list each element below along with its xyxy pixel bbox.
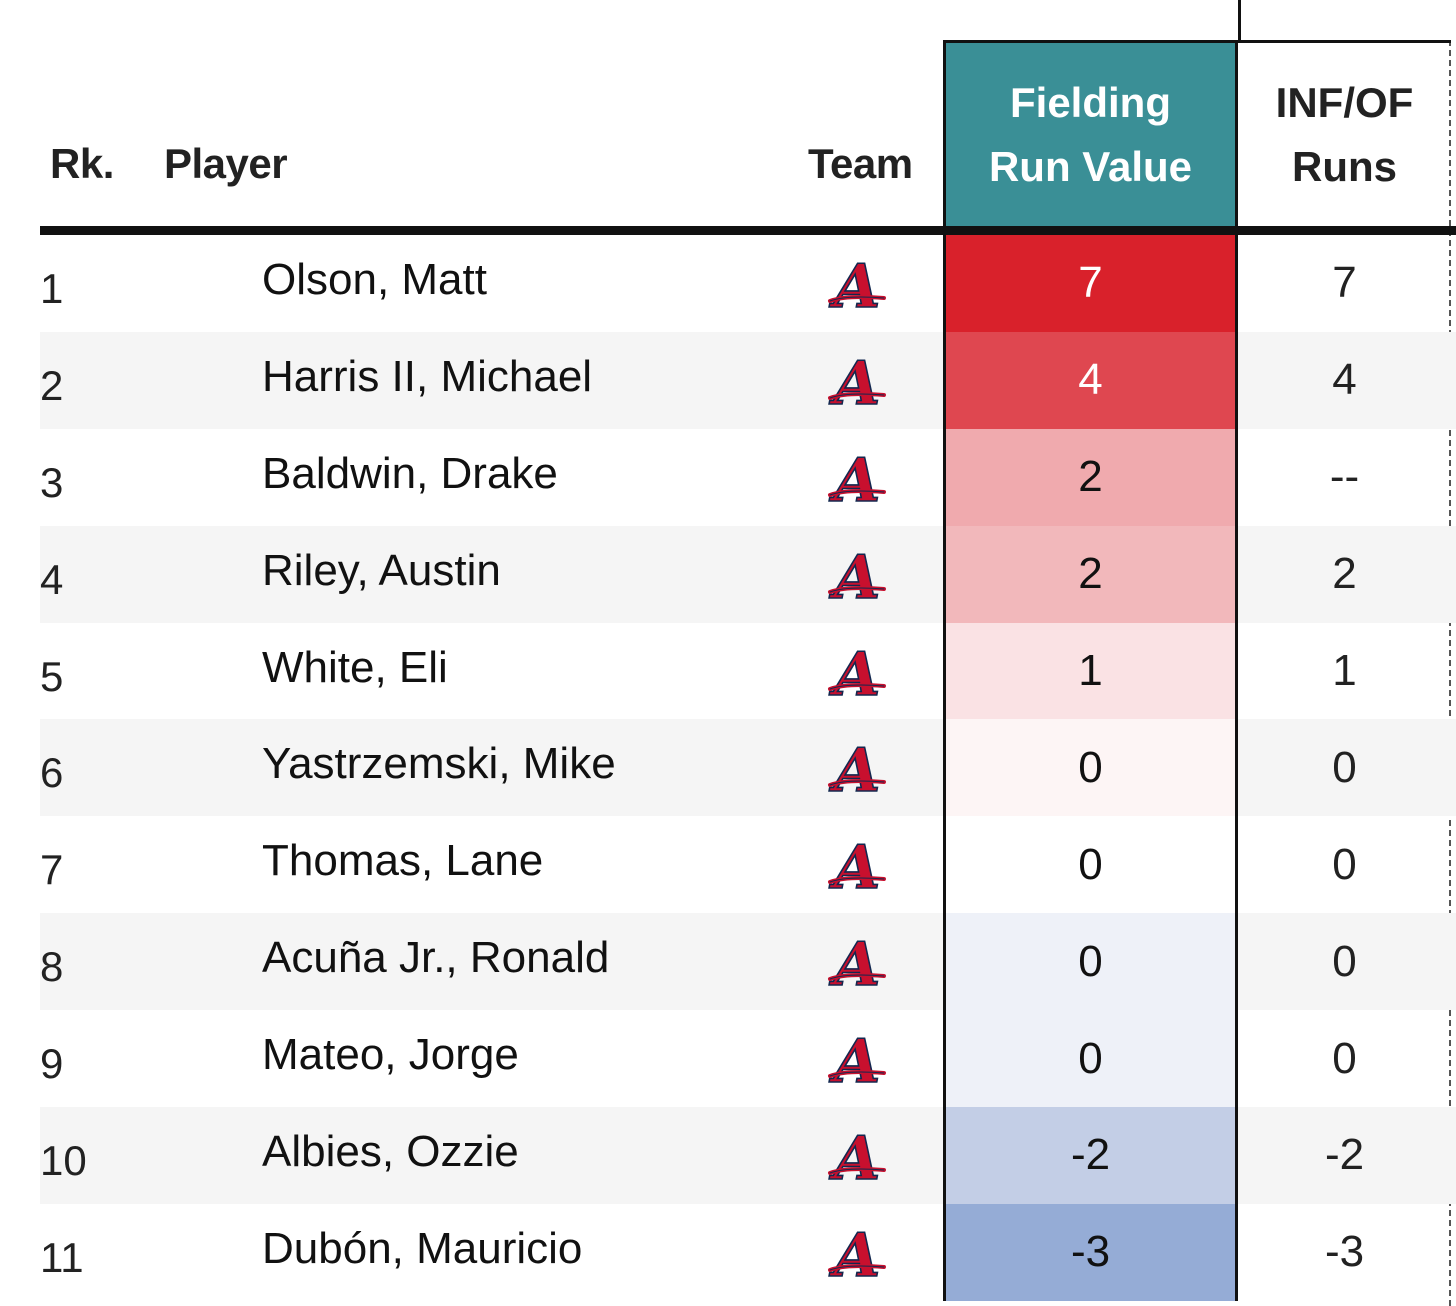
braves-a-logo-icon: A [826, 542, 888, 613]
braves-a-logo-icon: A [826, 833, 888, 904]
row-player-name[interactable]: Olson, Matt [262, 255, 487, 304]
table-row[interactable]: 1 Olson, Matt A 7 7 [40, 235, 1456, 332]
table-row[interactable]: 9 Mateo, Jorge A 0 0 [40, 1010, 1456, 1108]
header-inf-line2: Runs [1292, 142, 1397, 190]
row-player-name[interactable]: Yastrzemski, Mike [262, 739, 616, 789]
header-fielding-run-value[interactable]: Fielding Run Value [943, 40, 1238, 226]
row-rank: 1 [40, 265, 64, 312]
table-header: Rk. Player Team Fielding Run Value INF/O… [40, 40, 1456, 226]
header-inf-line1: INF/OF [1275, 78, 1414, 126]
row-rank: 7 [40, 846, 64, 894]
row-rank: 4 [40, 555, 64, 603]
svg-text:A: A [829, 1030, 881, 1092]
braves-a-logo-icon: A [826, 736, 888, 807]
row-fielding-run-value: -2 [943, 1107, 1238, 1204]
svg-text:A: A [829, 933, 881, 995]
braves-a-logo-icon: A [826, 929, 888, 1001]
row-player-name[interactable]: Acuña Jr., Ronald [262, 933, 610, 983]
row-inf-of-runs: 0 [1332, 839, 1357, 889]
row-fielding-run-value: 0 [943, 816, 1238, 914]
table-row[interactable]: 6 Yastrzemski, Mike A 0 0 [40, 719, 1456, 817]
row-player-name[interactable]: Harris II, Michael [262, 351, 593, 401]
row-fielding-run-value: 2 [943, 428, 1238, 526]
svg-text:A: A [829, 449, 881, 511]
row-rank: 10 [40, 1137, 87, 1185]
header-inf-of-runs[interactable]: INF/OF Runs [1238, 40, 1451, 226]
row-rank: 9 [40, 1040, 64, 1088]
svg-text:A: A [829, 739, 881, 801]
row-inf-of-runs: -- [1329, 452, 1360, 502]
braves-a-logo-icon: A [826, 348, 888, 420]
row-rank: 8 [40, 943, 64, 991]
row-inf-of-runs: 0 [1332, 742, 1357, 792]
row-player-name[interactable]: Albies, Ozzie [262, 1127, 519, 1177]
svg-text:A: A [829, 546, 881, 608]
braves-a-logo-icon: A [826, 639, 888, 710]
row-rank: 2 [40, 361, 64, 409]
row-rank: 5 [40, 652, 64, 700]
row-inf-of-runs: 0 [1332, 1033, 1357, 1083]
braves-a-logo-icon: A [826, 1123, 888, 1195]
svg-text:A: A [829, 836, 881, 898]
header-rank[interactable]: Rk. [50, 140, 114, 187]
row-player-name[interactable]: Mateo, Jorge [262, 1030, 519, 1080]
row-inf-of-runs: -2 [1324, 1130, 1365, 1180]
row-inf-of-runs: 4 [1332, 355, 1357, 405]
table-body: 1 Olson, Matt A 7 7 2 Harris II, Michael… [40, 235, 1456, 1301]
row-inf-of-runs: 0 [1332, 936, 1357, 986]
table-row[interactable]: 8 Acuña Jr., Ronald A 0 0 [40, 913, 1456, 1011]
table-row[interactable]: 7 Thomas, Lane A 0 0 [40, 816, 1456, 914]
table-row[interactable]: 10 Albies, Ozzie A -2 -2 [40, 1107, 1456, 1204]
row-fielding-run-value: -3 [943, 1203, 1238, 1301]
row-fielding-run-value: 4 [943, 331, 1238, 429]
svg-text:A: A [829, 352, 881, 414]
row-fielding-run-value: 2 [943, 525, 1238, 623]
table-row[interactable]: 11 Dubón, Mauricio A -3 -3 [40, 1203, 1456, 1301]
table-row[interactable]: 5 White, Eli A 1 1 [40, 622, 1456, 720]
row-fielding-run-value: 0 [943, 913, 1238, 1011]
table-row[interactable]: 4 Riley, Austin A 2 2 [40, 525, 1456, 623]
row-fielding-run-value: 0 [943, 1010, 1238, 1108]
row-inf-of-runs: 2 [1332, 549, 1357, 599]
row-player-name[interactable]: Riley, Austin [262, 545, 501, 595]
header-rule [40, 226, 1456, 235]
row-player-name[interactable]: Dubón, Mauricio [262, 1223, 583, 1273]
column-divider-top [1238, 0, 1241, 40]
row-inf-of-runs: 1 [1332, 646, 1357, 695]
braves-a-logo-icon: A [826, 445, 888, 517]
braves-a-logo-icon: A [826, 251, 888, 323]
row-player-name[interactable]: Thomas, Lane [262, 836, 544, 886]
table-row[interactable]: 2 Harris II, Michael A 4 4 [40, 331, 1456, 429]
row-inf-of-runs: -3 [1324, 1227, 1365, 1277]
row-player-name[interactable]: White, Eli [262, 642, 448, 692]
row-player-name[interactable]: Baldwin, Drake [262, 448, 558, 498]
svg-text:A: A [829, 255, 881, 317]
dashed-edge-line [1449, 40, 1451, 1306]
row-fielding-run-value: 1 [943, 622, 1238, 720]
row-fielding-run-value: 7 [943, 235, 1238, 332]
table-row[interactable]: 3 Baldwin, Drake A 2 -- [40, 428, 1456, 526]
row-fielding-run-value: 0 [943, 719, 1238, 817]
header-player[interactable]: Player [164, 140, 288, 187]
row-inf-of-runs: 7 [1332, 258, 1357, 308]
row-rank: 11 [40, 1233, 84, 1281]
braves-a-logo-icon: A [826, 1026, 888, 1098]
row-rank: 6 [40, 749, 64, 797]
row-rank: 3 [40, 458, 64, 506]
svg-text:A: A [829, 643, 881, 705]
svg-text:A: A [829, 1224, 881, 1286]
header-team[interactable]: Team [808, 140, 913, 187]
header-frv-line1: Fielding [1010, 78, 1171, 126]
header-frv-line2: Run Value [988, 142, 1193, 190]
svg-text:A: A [829, 1127, 881, 1189]
braves-a-logo-icon: A [826, 1220, 888, 1292]
